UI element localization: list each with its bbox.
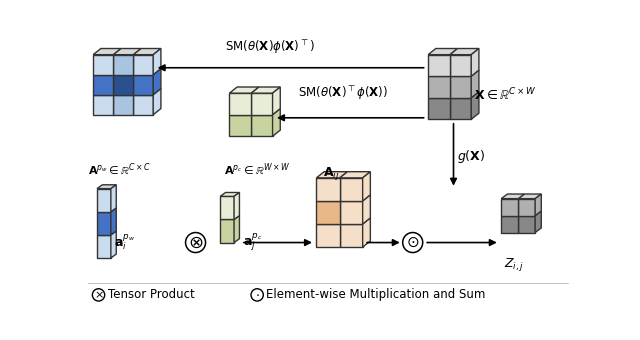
Polygon shape (153, 88, 161, 115)
Polygon shape (153, 49, 161, 75)
Polygon shape (340, 178, 363, 201)
Text: $\mathbf{a}_j^{p_c}$: $\mathbf{a}_j^{p_c}$ (243, 232, 262, 253)
Text: $\mathrm{SM}(\theta(\mathbf{X})^\top\phi(\mathbf{X}))$: $\mathrm{SM}(\theta(\mathbf{X})^\top\phi… (298, 84, 388, 102)
Polygon shape (471, 49, 479, 76)
Text: $\mathbf{A}^{p_w} \in \mathbb{R}^{C \times C}$: $\mathbf{A}^{p_w} \in \mathbb{R}^{C \tim… (88, 162, 151, 179)
Polygon shape (220, 196, 234, 219)
Text: $\mathbf{A}^{p_c} \in \mathbb{R}^{W \times W}$: $\mathbf{A}^{p_c} \in \mathbb{R}^{W \tim… (224, 162, 291, 179)
Text: $\odot$: $\odot$ (406, 235, 419, 250)
Polygon shape (340, 201, 363, 224)
Polygon shape (234, 216, 239, 242)
Polygon shape (471, 91, 479, 119)
Polygon shape (234, 192, 239, 219)
Polygon shape (428, 55, 450, 76)
Polygon shape (113, 75, 133, 95)
Polygon shape (518, 199, 535, 216)
Polygon shape (230, 93, 251, 115)
Polygon shape (230, 87, 259, 93)
Polygon shape (471, 70, 479, 98)
Polygon shape (97, 189, 111, 212)
Polygon shape (340, 224, 363, 247)
Polygon shape (316, 201, 340, 224)
Polygon shape (363, 172, 371, 201)
Polygon shape (251, 115, 273, 136)
Polygon shape (428, 49, 458, 55)
Polygon shape (133, 55, 153, 75)
Polygon shape (316, 178, 340, 201)
Polygon shape (363, 195, 371, 224)
Polygon shape (113, 95, 133, 115)
Polygon shape (428, 98, 450, 119)
Polygon shape (251, 93, 273, 115)
Polygon shape (97, 235, 111, 258)
Polygon shape (153, 69, 161, 95)
Polygon shape (518, 194, 541, 199)
Polygon shape (340, 172, 371, 178)
Circle shape (251, 289, 263, 301)
Polygon shape (133, 95, 153, 115)
Text: $\otimes$: $\otimes$ (188, 234, 204, 252)
Polygon shape (450, 49, 479, 55)
Polygon shape (501, 199, 518, 216)
Polygon shape (133, 75, 153, 95)
Polygon shape (111, 185, 116, 212)
Polygon shape (535, 194, 541, 216)
Text: $\mathrm{SM}(\theta(\mathbf{X})\phi(\mathbf{X})^\top)$: $\mathrm{SM}(\theta(\mathbf{X})\phi(\mat… (225, 38, 316, 56)
Polygon shape (113, 55, 133, 75)
Text: $\cdot$: $\cdot$ (255, 288, 259, 301)
Text: $\times$: $\times$ (93, 290, 104, 300)
Polygon shape (535, 211, 541, 233)
Text: $Z_{i,j}$: $Z_{i,j}$ (504, 256, 524, 273)
Polygon shape (316, 224, 340, 247)
Polygon shape (251, 87, 280, 93)
Polygon shape (273, 87, 280, 115)
Circle shape (403, 233, 422, 253)
Polygon shape (230, 115, 251, 136)
Polygon shape (111, 208, 116, 235)
Polygon shape (518, 216, 535, 233)
Polygon shape (113, 49, 141, 55)
Polygon shape (97, 212, 111, 235)
Polygon shape (428, 76, 450, 98)
Text: $\mathbf{a}_i^{p_w}$: $\mathbf{a}_i^{p_w}$ (114, 233, 135, 252)
Polygon shape (450, 76, 471, 98)
Polygon shape (363, 218, 371, 247)
Polygon shape (133, 49, 161, 55)
Polygon shape (450, 98, 471, 119)
Text: $\mathbf{A}_{ij}$: $\mathbf{A}_{ij}$ (323, 165, 339, 182)
Polygon shape (273, 108, 280, 136)
Polygon shape (93, 55, 113, 75)
Text: Element-wise Multiplication and Sum: Element-wise Multiplication and Sum (266, 288, 486, 301)
Polygon shape (220, 219, 234, 242)
Text: $g(\mathbf{X})$: $g(\mathbf{X})$ (458, 148, 486, 165)
Polygon shape (93, 75, 113, 95)
Polygon shape (97, 185, 116, 189)
Polygon shape (93, 95, 113, 115)
Circle shape (92, 289, 105, 301)
Text: $\mathbf{X} \in \mathbb{R}^{C \times W}$: $\mathbf{X} \in \mathbb{R}^{C \times W}$ (474, 86, 537, 103)
Polygon shape (501, 216, 518, 233)
Polygon shape (220, 192, 239, 196)
Polygon shape (450, 55, 471, 76)
Polygon shape (501, 194, 524, 199)
Circle shape (186, 233, 205, 253)
Polygon shape (111, 231, 116, 258)
Polygon shape (316, 172, 348, 178)
Text: Tensor Product: Tensor Product (108, 288, 195, 301)
Polygon shape (93, 49, 121, 55)
